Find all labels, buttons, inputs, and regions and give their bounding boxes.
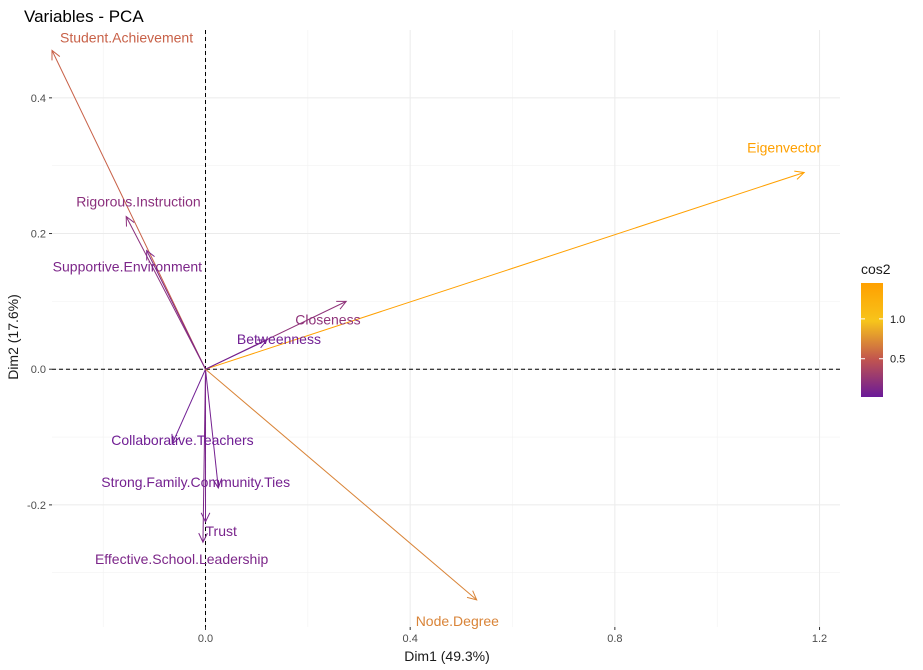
vector-arrowhead	[171, 433, 181, 445]
legend-colorbar	[861, 283, 883, 397]
grid	[52, 30, 840, 627]
y-tick-label: 0.4	[31, 93, 46, 105]
x-axis-ticks: 0.0 0.4 0.8 1.2	[198, 627, 827, 645]
vector-arrow	[205, 369, 219, 488]
vector-label: Collaborative.Teachers	[111, 432, 253, 448]
vector-arrowhead	[336, 300, 348, 310]
vector-arrowhead	[256, 339, 268, 349]
vector-arrowhead	[198, 532, 208, 544]
vector-arrowhead	[466, 590, 478, 601]
legend-title: cos2	[861, 261, 891, 277]
vector-label: Supportive.Environment	[53, 258, 203, 274]
vector-arrow	[205, 171, 805, 370]
x-tick-label: 0.8	[607, 633, 622, 645]
vector-label: Trust	[206, 523, 237, 539]
vector-arrowhead	[146, 249, 155, 261]
vector-arrow	[171, 369, 206, 445]
x-axis-title: Dim1 (49.3%)	[404, 648, 490, 664]
vector-label: Betweenness	[237, 331, 321, 347]
vector-arrow	[146, 250, 206, 370]
y-axis-title: Dim2 (17.6%)	[5, 294, 21, 380]
vector-label: Strong.Family.Community.Ties	[101, 474, 290, 490]
chart-title: Variables - PCA	[24, 7, 144, 26]
vector-arrowhead	[200, 512, 211, 523]
vector-label: Student.Achievement	[60, 29, 193, 45]
vector-arrowhead	[212, 478, 223, 490]
x-tick-label: 1.2	[812, 633, 827, 645]
legend-tick-label: 1.0	[890, 314, 905, 326]
cos2-legend: cos2 0.5 1.0	[861, 261, 905, 397]
vector-arrowhead	[794, 170, 806, 180]
y-tick-label: 0.0	[31, 364, 46, 376]
vector-label: Rigorous.Instruction	[76, 194, 201, 210]
vector-label: Closeness	[295, 311, 360, 327]
legend-tick-label: 0.5	[890, 354, 905, 366]
vector-label: Effective.School.Leadership	[95, 551, 269, 567]
vector-arrowhead	[51, 49, 61, 61]
vector-label: Eigenvector	[747, 139, 821, 155]
y-axis-ticks: -0.2 0.0 0.2 0.4	[27, 93, 52, 512]
reference-lines	[52, 30, 840, 627]
y-tick-label: 0.2	[31, 229, 46, 241]
vector-arrowhead	[125, 215, 135, 227]
variable-vectors	[51, 49, 806, 601]
vector-arrow	[205, 368, 478, 601]
vector-arrow	[202, 369, 207, 543]
y-tick-label: -0.2	[27, 500, 46, 512]
vector-arrow	[205, 339, 268, 370]
vector-arrow	[125, 216, 206, 370]
vector-label: Node.Degree	[416, 613, 499, 629]
x-tick-label: 0.0	[198, 633, 213, 645]
x-tick-label: 0.4	[403, 633, 418, 645]
variable-labels: Student.Achievement Eigenvector Rigorous.I…	[53, 29, 822, 629]
vector-arrow	[51, 50, 206, 370]
